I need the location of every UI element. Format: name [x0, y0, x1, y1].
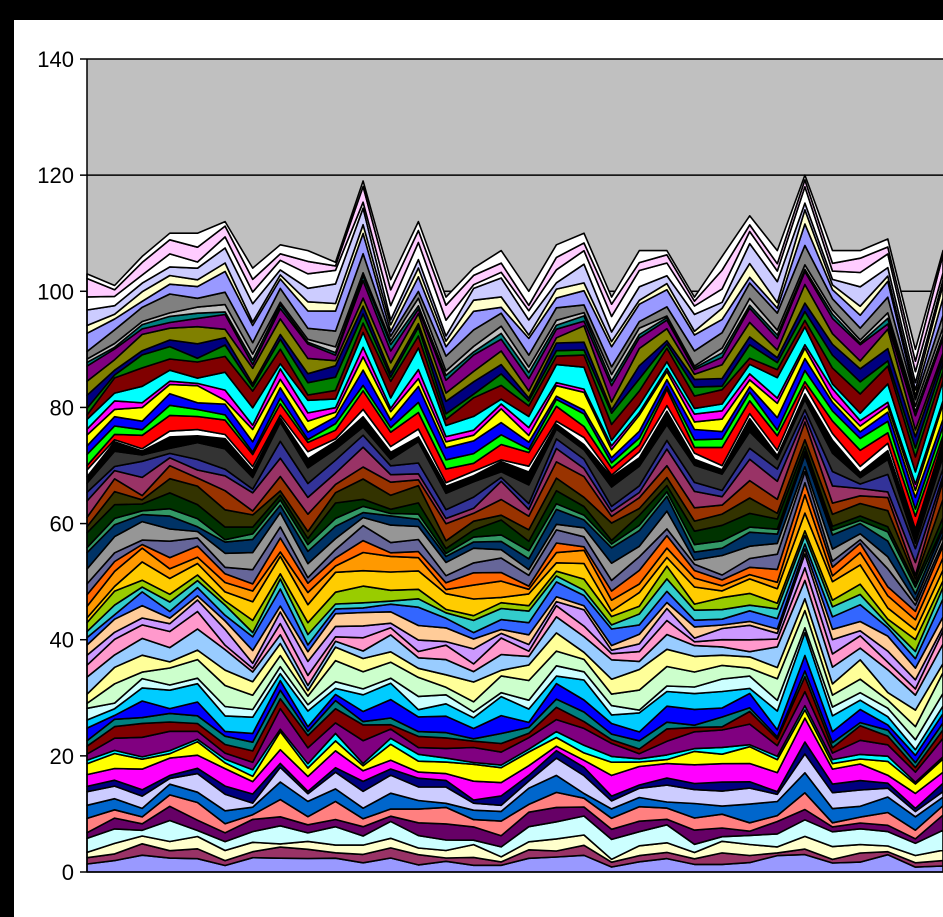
y-tick-label-140: 140 [37, 47, 74, 72]
y-tick-label-20: 20 [50, 744, 74, 769]
axes: 0 20 40 60 80 100 120 140 [37, 47, 943, 885]
y-tick-label-60: 60 [50, 512, 74, 537]
y-tick-label-0: 0 [62, 860, 74, 885]
chart-frame: 0 20 40 60 80 100 120 140 [14, 20, 943, 917]
stacked-area-chart: 0 20 40 60 80 100 120 140 [37, 47, 943, 885]
y-tick-label-40: 40 [50, 628, 74, 653]
area-layers [86, 174, 943, 873]
area-series-62 [86, 174, 943, 362]
y-tick-label-80: 80 [50, 395, 74, 420]
y-tick-label-120: 120 [37, 163, 74, 188]
y-tick-label-100: 100 [37, 279, 74, 304]
